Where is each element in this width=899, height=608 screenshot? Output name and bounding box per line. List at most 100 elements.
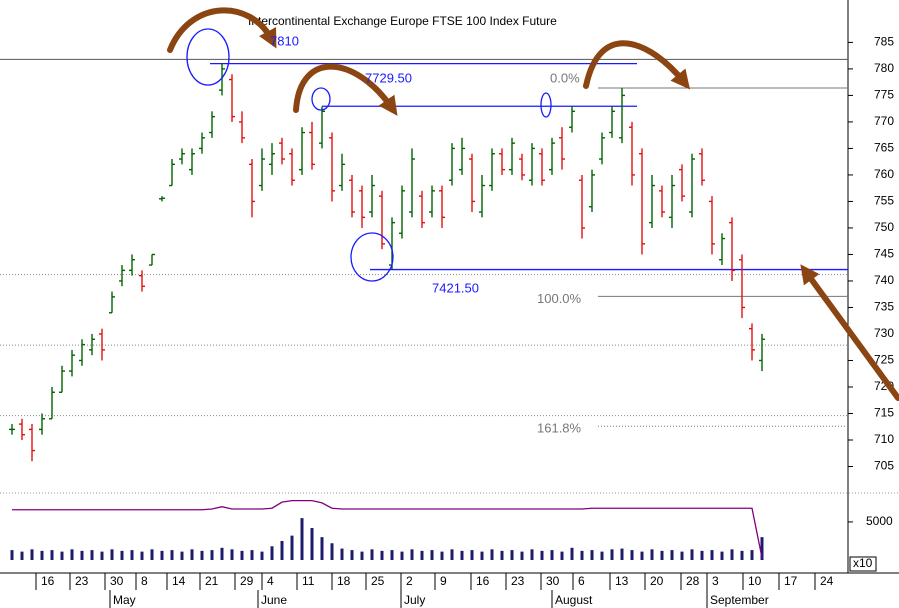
annotation-circles xyxy=(186,28,552,282)
x-tick-label: 16 xyxy=(476,574,490,588)
circle xyxy=(540,92,552,118)
x-tick-label: 20 xyxy=(650,574,664,588)
fib-label: 161.8% xyxy=(537,421,582,436)
volume-bar xyxy=(390,550,394,560)
volume-bar xyxy=(70,549,74,560)
volume-bar xyxy=(670,550,674,560)
volume-bar xyxy=(730,549,734,560)
volume-bar xyxy=(700,550,704,560)
volume-bar xyxy=(100,551,104,560)
scale-box xyxy=(849,556,877,572)
y-tick-label: 775 xyxy=(874,88,894,102)
volume-bar xyxy=(160,550,164,560)
y-tick-label: 715 xyxy=(874,406,894,420)
volume-bar xyxy=(480,551,484,560)
circle xyxy=(350,232,394,282)
x-tick-label: 9 xyxy=(440,574,447,588)
volume-bar xyxy=(190,549,194,560)
arrow xyxy=(293,63,398,116)
volume-bar xyxy=(140,551,144,560)
volume-bar xyxy=(430,550,434,560)
x-tick-label: 24 xyxy=(820,574,834,588)
volume-bar xyxy=(590,550,594,560)
volume-bar xyxy=(400,551,404,560)
annotation-arrows xyxy=(167,7,899,401)
volume-bar xyxy=(250,550,254,560)
volume-bar xyxy=(580,550,584,560)
y-tick-label: 780 xyxy=(874,61,894,75)
volume-bar xyxy=(300,518,304,560)
x-tick-label: 10 xyxy=(748,574,762,588)
x-tick-label: 13 xyxy=(615,574,629,588)
marks-layer xyxy=(9,63,765,560)
volume-bar xyxy=(460,550,464,560)
x-tick-label: 21 xyxy=(205,574,219,588)
volume-bar xyxy=(260,551,264,560)
volume-bar xyxy=(630,550,634,560)
x-tick-label: 17 xyxy=(784,574,798,588)
scale-label: x10 xyxy=(853,556,873,570)
volume-bar xyxy=(170,550,174,560)
volume-bar xyxy=(230,549,234,560)
volume-bar xyxy=(180,551,184,560)
volume-bar xyxy=(760,537,764,560)
x-tick-label: 18 xyxy=(337,574,351,588)
volume-bar xyxy=(710,550,714,560)
y-tick-label: 735 xyxy=(874,300,894,314)
volume-bar xyxy=(620,548,624,560)
x-tick-label: 4 xyxy=(267,574,274,588)
y-tick-label: 705 xyxy=(874,459,894,473)
volume-bar xyxy=(50,550,54,560)
arrow xyxy=(800,264,899,401)
volume-bar xyxy=(20,551,24,560)
month-label: May xyxy=(113,593,136,607)
volume-bar xyxy=(310,528,314,560)
x-tick-label: 14 xyxy=(172,574,186,588)
volume-bar xyxy=(220,547,224,560)
y-tick-label: 770 xyxy=(874,114,894,128)
volume-bar xyxy=(150,549,154,560)
level-label: 7729.50 xyxy=(365,70,412,85)
month-label: July xyxy=(404,593,425,607)
volume-bar xyxy=(650,549,654,560)
volume-bar xyxy=(30,549,34,560)
month-label: June xyxy=(261,593,287,607)
y-tick-label: 760 xyxy=(874,167,894,181)
month-label: September xyxy=(710,593,769,607)
y-tick-label: 740 xyxy=(874,273,894,287)
x-tick-label: 30 xyxy=(546,574,560,588)
x-tick-label: 23 xyxy=(75,574,89,588)
y-tick-label: 745 xyxy=(874,247,894,261)
volume-bar xyxy=(60,551,64,560)
y-tick-label: 710 xyxy=(874,432,894,446)
volume-bar xyxy=(570,547,574,560)
volume-bar xyxy=(750,550,754,560)
level-label: 7810 xyxy=(270,33,299,48)
volume-bar xyxy=(530,549,534,560)
volume-bar xyxy=(360,551,364,560)
x-tick-label: 16 xyxy=(41,574,55,588)
volume-bar xyxy=(270,546,274,560)
month-label: August xyxy=(555,593,593,607)
volume-bar xyxy=(330,543,334,560)
x-tick-label: 30 xyxy=(110,574,124,588)
volume-bar xyxy=(380,550,384,560)
y-tick-label: 755 xyxy=(874,194,894,208)
volume-bar xyxy=(640,551,644,560)
x-tick-label: 25 xyxy=(371,574,385,588)
y-tick-label: 765 xyxy=(874,141,894,155)
arrow xyxy=(167,7,277,53)
x-tick-label: 29 xyxy=(240,574,254,588)
volume-bar xyxy=(490,549,494,560)
volume-bar xyxy=(290,535,294,560)
volume-bar xyxy=(550,550,554,560)
volume-bar xyxy=(720,551,724,560)
x-tick-label: 28 xyxy=(686,574,700,588)
y-tick-label: 750 xyxy=(874,220,894,234)
volume-bar xyxy=(110,549,114,560)
volume-bar xyxy=(500,550,504,560)
circle xyxy=(311,87,331,111)
